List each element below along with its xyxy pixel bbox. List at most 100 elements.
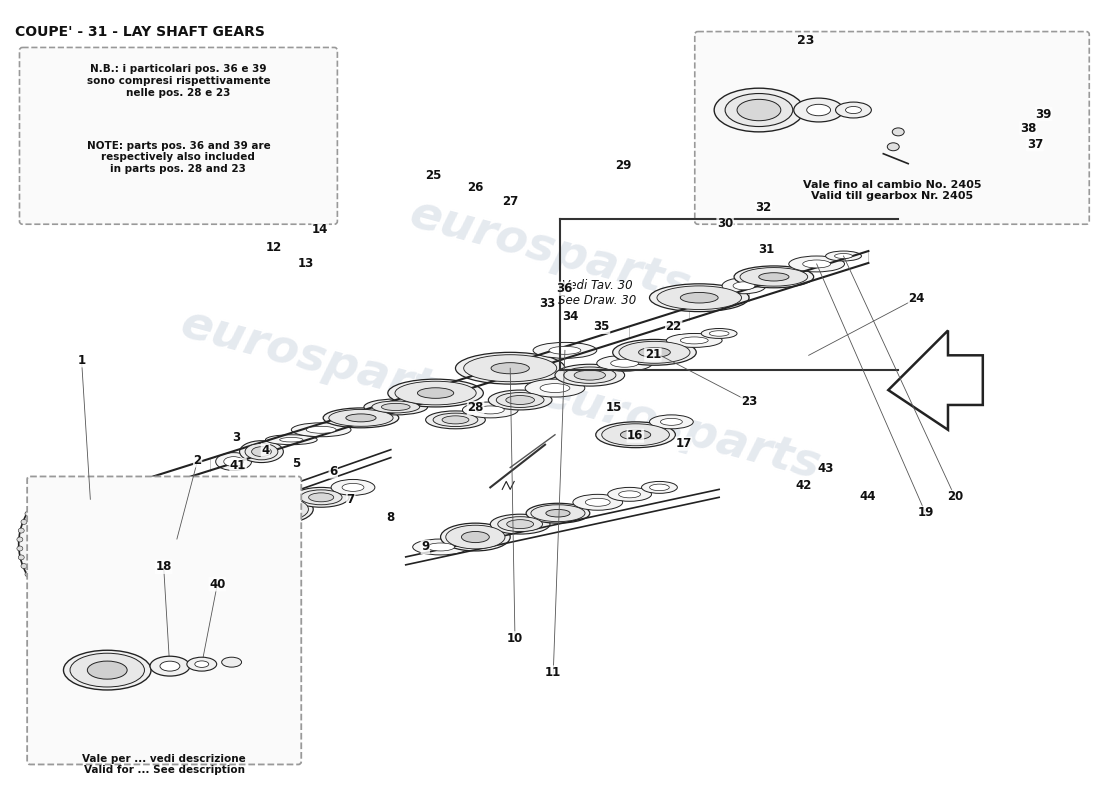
- Ellipse shape: [195, 661, 209, 667]
- Ellipse shape: [506, 395, 535, 405]
- Ellipse shape: [100, 478, 106, 483]
- Ellipse shape: [660, 418, 682, 426]
- Ellipse shape: [573, 494, 623, 510]
- Ellipse shape: [734, 266, 814, 288]
- Ellipse shape: [279, 438, 302, 442]
- Text: 15: 15: [605, 402, 621, 414]
- Ellipse shape: [507, 520, 534, 529]
- Text: eurosparts: eurosparts: [534, 370, 825, 489]
- Ellipse shape: [19, 478, 162, 610]
- Ellipse shape: [119, 516, 126, 522]
- Text: 2: 2: [194, 454, 201, 467]
- Text: NOTE: parts pos. 36 and 39 are
respectively also included
in parts pos. 28 and 2: NOTE: parts pos. 36 and 39 are respectiv…: [87, 141, 271, 174]
- Ellipse shape: [329, 410, 393, 426]
- Ellipse shape: [701, 329, 737, 338]
- Ellipse shape: [158, 542, 164, 546]
- Text: COUPE' - 31 - LAY SHAFT GEARS: COUPE' - 31 - LAY SHAFT GEARS: [14, 25, 265, 38]
- Ellipse shape: [160, 661, 180, 671]
- Ellipse shape: [187, 658, 217, 671]
- Text: 17: 17: [675, 437, 692, 450]
- Ellipse shape: [488, 390, 552, 410]
- Text: 22: 22: [666, 321, 682, 334]
- Ellipse shape: [618, 491, 640, 498]
- Ellipse shape: [109, 480, 116, 485]
- Ellipse shape: [733, 282, 755, 290]
- Ellipse shape: [461, 531, 490, 542]
- Text: 39: 39: [1035, 107, 1052, 121]
- Ellipse shape: [462, 402, 518, 418]
- Text: 36: 36: [556, 282, 572, 295]
- Text: 34: 34: [562, 310, 579, 323]
- Text: N.B.: i particolari pos. 36 e 39
sono compresi rispettivamente
nelle pos. 28 e 2: N.B.: i particolari pos. 36 e 39 sono co…: [87, 64, 271, 98]
- Text: 32: 32: [756, 202, 771, 214]
- Ellipse shape: [388, 379, 483, 407]
- Ellipse shape: [292, 423, 351, 437]
- Ellipse shape: [44, 490, 50, 496]
- Text: 20: 20: [947, 490, 964, 503]
- Ellipse shape: [680, 293, 718, 303]
- Ellipse shape: [240, 441, 284, 462]
- Ellipse shape: [563, 367, 616, 383]
- Ellipse shape: [90, 606, 96, 611]
- Ellipse shape: [90, 477, 96, 482]
- Ellipse shape: [476, 406, 504, 414]
- Ellipse shape: [47, 527, 55, 534]
- Ellipse shape: [222, 658, 242, 667]
- Ellipse shape: [152, 568, 158, 573]
- Ellipse shape: [649, 284, 749, 312]
- Ellipse shape: [142, 500, 147, 505]
- Ellipse shape: [25, 572, 31, 577]
- Ellipse shape: [134, 590, 141, 594]
- Text: Vale fino al cambio No. 2405
Valid till gearbox Nr. 2405: Vale fino al cambio No. 2405 Valid till …: [803, 179, 981, 201]
- FancyBboxPatch shape: [28, 477, 301, 765]
- Ellipse shape: [306, 426, 337, 434]
- Ellipse shape: [150, 656, 190, 676]
- Ellipse shape: [602, 424, 670, 446]
- Ellipse shape: [722, 278, 766, 294]
- Ellipse shape: [21, 519, 26, 524]
- Ellipse shape: [25, 511, 31, 516]
- Ellipse shape: [826, 251, 861, 261]
- Text: 35: 35: [593, 321, 609, 334]
- Ellipse shape: [94, 578, 101, 586]
- Ellipse shape: [265, 434, 317, 445]
- Ellipse shape: [87, 661, 128, 679]
- Ellipse shape: [66, 507, 74, 514]
- Text: 43: 43: [817, 462, 834, 475]
- Ellipse shape: [119, 599, 124, 605]
- Ellipse shape: [216, 453, 252, 470]
- Ellipse shape: [119, 566, 126, 572]
- Text: Vale per ... vedi descrizione
Valid for ... See description: Vale per ... vedi descrizione Valid for …: [82, 754, 246, 775]
- FancyBboxPatch shape: [20, 47, 338, 224]
- Ellipse shape: [641, 482, 678, 494]
- Ellipse shape: [585, 498, 611, 506]
- Ellipse shape: [803, 260, 830, 268]
- Text: 29: 29: [615, 159, 631, 172]
- Ellipse shape: [119, 483, 124, 489]
- Ellipse shape: [245, 443, 278, 460]
- Ellipse shape: [417, 388, 453, 398]
- Text: 42: 42: [795, 479, 812, 492]
- Ellipse shape: [147, 576, 153, 581]
- Ellipse shape: [455, 352, 565, 384]
- Ellipse shape: [223, 457, 243, 466]
- Ellipse shape: [80, 478, 86, 482]
- Ellipse shape: [294, 487, 349, 507]
- Ellipse shape: [100, 605, 106, 610]
- Ellipse shape: [534, 342, 597, 358]
- Ellipse shape: [80, 606, 86, 610]
- Text: 28: 28: [468, 402, 484, 414]
- Ellipse shape: [19, 555, 24, 560]
- Text: 11: 11: [546, 666, 561, 679]
- Text: 24: 24: [909, 292, 925, 305]
- Text: eurosparts: eurosparts: [405, 192, 695, 310]
- Text: 5: 5: [292, 457, 300, 470]
- Ellipse shape: [252, 446, 272, 457]
- Ellipse shape: [60, 602, 67, 606]
- Text: 38: 38: [1020, 122, 1036, 134]
- Text: 37: 37: [1026, 138, 1043, 150]
- Ellipse shape: [680, 337, 708, 344]
- Text: 21: 21: [645, 348, 661, 362]
- Ellipse shape: [147, 507, 153, 512]
- Text: 25: 25: [425, 170, 441, 182]
